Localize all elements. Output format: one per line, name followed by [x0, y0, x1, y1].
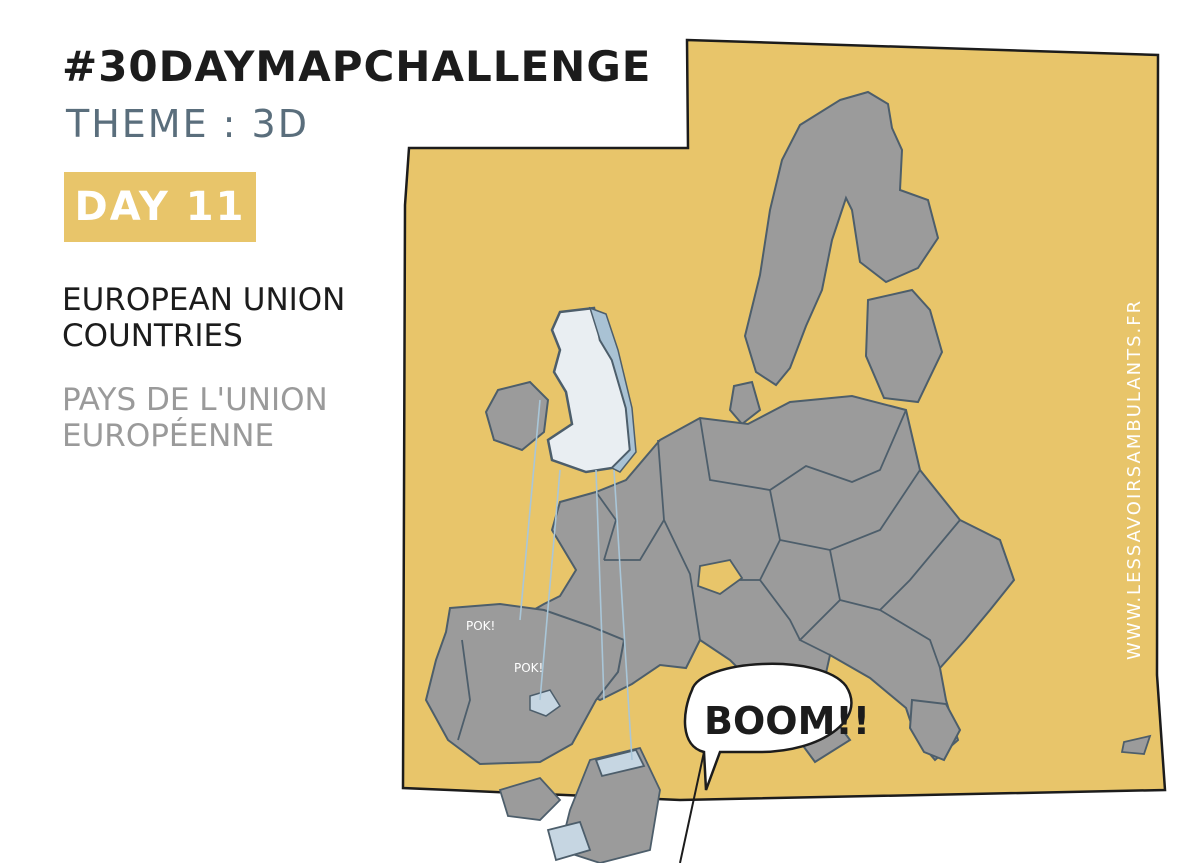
rubble-pile [498, 746, 661, 863]
french-subtitle: PAYS DE L'UNION EUROPÉENNE [62, 382, 328, 454]
speech-bubble [683, 662, 853, 791]
falling-chunk [529, 689, 562, 717]
pok-sound-2: POK! [514, 661, 543, 675]
iberian-peninsula [424, 602, 626, 766]
denmark [728, 380, 762, 426]
theme-label: THEME : 3D [66, 102, 309, 146]
switzerland [697, 558, 744, 596]
baltic-states [864, 288, 944, 404]
pok-sound-1: POK! [466, 619, 495, 633]
day-badge: DAY 11 [64, 172, 256, 242]
greece [908, 698, 962, 762]
cyprus [1120, 734, 1152, 755]
portugal-border [457, 639, 471, 741]
fall-trails [519, 399, 633, 761]
challenge-title: #30DAYMAPCHALLENGE [62, 42, 652, 91]
ireland [484, 380, 550, 452]
website-url: WWW.LESSAVOIRSAMBULANTS.FR [1124, 299, 1145, 660]
english-subtitle: EUROPEAN UNION COUNTRIES [62, 282, 346, 354]
boom-text: BOOM!! [704, 699, 870, 743]
uk-shadow [588, 306, 637, 473]
bubble-tail-line [679, 751, 705, 863]
scandinavia [743, 90, 940, 387]
